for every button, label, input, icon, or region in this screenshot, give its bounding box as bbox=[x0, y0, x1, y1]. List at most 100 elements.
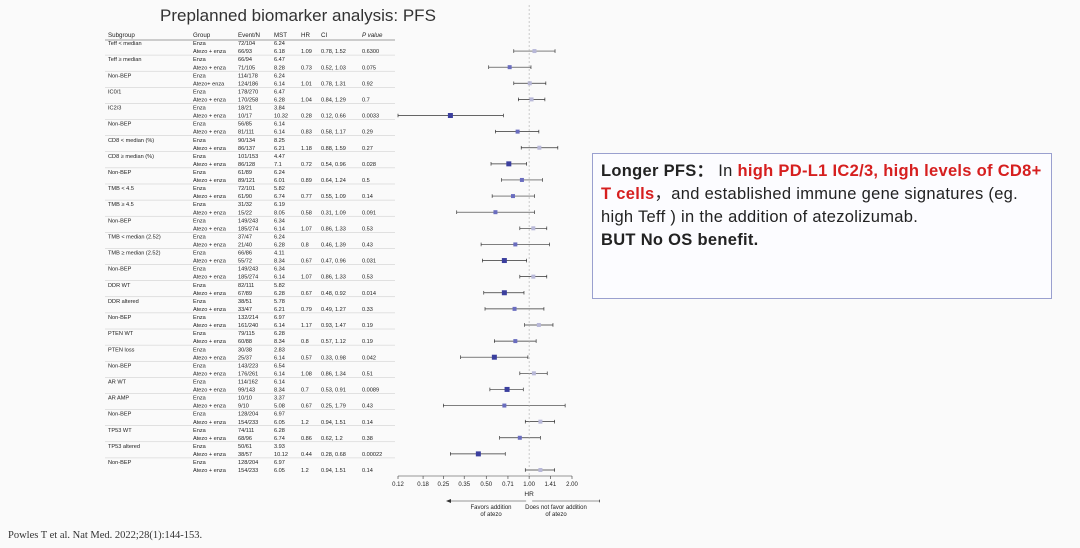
row-subgroup: Non-BEP bbox=[108, 363, 132, 369]
row-subgroup: Non-BEP bbox=[108, 267, 132, 273]
row-hr: 1.09 bbox=[301, 49, 312, 55]
row-events: 21/40 bbox=[238, 243, 252, 249]
hr-point bbox=[537, 145, 542, 150]
row-mst: 4.47 bbox=[274, 154, 285, 160]
row-p: 0.29 bbox=[362, 130, 373, 136]
column-header: HR bbox=[301, 32, 310, 39]
row-group: Enza bbox=[193, 41, 207, 47]
row-events: 9/10 bbox=[238, 404, 249, 410]
row-events: 82/111 bbox=[238, 283, 254, 289]
row-mst: 4.11 bbox=[274, 251, 284, 257]
row-p: 0.0089 bbox=[362, 388, 379, 394]
favor-right-arrowhead bbox=[599, 499, 600, 503]
row-group: Enza bbox=[193, 186, 207, 192]
row-group: Atezo + enza bbox=[193, 388, 227, 394]
row-hr: 0.67 bbox=[301, 291, 312, 297]
row-events: 154/233 bbox=[238, 468, 258, 474]
row-group: Atezo + enza bbox=[193, 210, 227, 216]
row-hr: 0.89 bbox=[301, 178, 312, 184]
row-events: 37/47 bbox=[238, 234, 252, 240]
row-p: 0.53 bbox=[362, 226, 373, 232]
row-mst: 6.14 bbox=[274, 323, 285, 329]
row-hr: 0.77 bbox=[301, 194, 312, 200]
row-group: Enza bbox=[193, 170, 207, 176]
row-events: 66/93 bbox=[238, 49, 252, 55]
column-header: Event/N bbox=[238, 32, 260, 39]
row-ci: 0.57, 1.12 bbox=[321, 339, 346, 345]
row-p: 0.53 bbox=[362, 275, 373, 281]
row-mst: 6.19 bbox=[274, 202, 285, 208]
hr-point bbox=[536, 322, 541, 327]
row-ci: 0.86, 1.34 bbox=[321, 371, 346, 377]
row-mst: 6.34 bbox=[274, 267, 285, 273]
row-mst: 10.12 bbox=[274, 452, 288, 458]
callout-text-1: In bbox=[713, 162, 738, 180]
column-header: Group bbox=[193, 32, 211, 39]
row-subgroup: Non-BEP bbox=[108, 170, 132, 176]
x-tick-label: 1.00 bbox=[523, 482, 535, 488]
row-hr: 1.01 bbox=[301, 81, 312, 87]
row-group: Enza bbox=[193, 106, 207, 112]
row-events: 128/204 bbox=[238, 460, 258, 466]
hr-point bbox=[510, 194, 515, 199]
row-mst: 8.05 bbox=[274, 210, 285, 216]
row-events: 33/47 bbox=[238, 307, 252, 313]
row-hr: 0.8 bbox=[301, 243, 309, 249]
row-group: Atezo + enza bbox=[193, 243, 227, 249]
row-group: Atezo + enza bbox=[193, 65, 227, 71]
row-subgroup: Teff ≥ median bbox=[108, 57, 141, 63]
row-events: 128/204 bbox=[238, 412, 258, 418]
row-ci: 0.64, 1.24 bbox=[321, 178, 346, 184]
row-hr: 1.17 bbox=[301, 323, 312, 329]
row-events: 81/111 bbox=[238, 130, 254, 136]
row-mst: 5.08 bbox=[274, 404, 285, 410]
row-group: Atezo + enza bbox=[193, 420, 227, 426]
column-header: CI bbox=[321, 32, 327, 39]
row-mst: 6.54 bbox=[274, 363, 285, 369]
row-mst: 8.34 bbox=[274, 388, 285, 394]
row-events: 90/134 bbox=[238, 138, 255, 144]
row-group: Atezo + enza bbox=[193, 436, 227, 442]
row-mst: 8.34 bbox=[274, 259, 285, 265]
row-p: 0.028 bbox=[362, 162, 376, 168]
row-ci: 0.58, 1.17 bbox=[321, 130, 346, 136]
row-events: 56/85 bbox=[238, 122, 252, 128]
row-group: Enza bbox=[193, 89, 207, 95]
row-subgroup: TMB ≥ 4.5 bbox=[108, 202, 134, 208]
row-subgroup: TMB ≥ median (2.52) bbox=[108, 251, 161, 257]
row-mst: 8.34 bbox=[274, 339, 285, 345]
row-group: Atezo + enza bbox=[193, 355, 227, 361]
row-events: 143/223 bbox=[238, 363, 258, 369]
row-events: 50/61 bbox=[238, 444, 252, 450]
row-mst: 6.14 bbox=[274, 122, 285, 128]
row-events: 10/10 bbox=[238, 396, 252, 402]
row-subgroup: TP53 WT bbox=[108, 428, 132, 434]
row-hr: 0.79 bbox=[301, 307, 312, 313]
row-events: 149/243 bbox=[238, 218, 258, 224]
row-group: Enza bbox=[193, 154, 207, 160]
row-events: 149/243 bbox=[238, 267, 258, 273]
row-events: 30/38 bbox=[238, 347, 252, 353]
row-ci: 0.46, 1.39 bbox=[321, 243, 346, 249]
row-mst: 6.14 bbox=[274, 130, 285, 136]
row-mst: 6.28 bbox=[274, 331, 285, 337]
row-group: Atezo + enza bbox=[193, 226, 227, 232]
row-group: Enza bbox=[193, 331, 207, 337]
hr-point bbox=[501, 290, 507, 296]
x-tick-label: 1.41 bbox=[545, 482, 557, 488]
hr-point bbox=[538, 468, 543, 472]
row-group: Atezo + enza bbox=[193, 178, 227, 184]
forest-plot: Subgroup Group Event/N MST HR CI P value Teff <… bbox=[105, 5, 600, 518]
row-events: 185/274 bbox=[238, 226, 258, 232]
row-events: 68/96 bbox=[238, 436, 252, 442]
row-mst: 6.24 bbox=[274, 170, 285, 176]
row-events: 86/137 bbox=[238, 146, 255, 152]
row-ci: 0.54, 0.96 bbox=[321, 162, 346, 168]
row-ci: 0.78, 1.31 bbox=[321, 81, 346, 87]
hr-point bbox=[447, 113, 453, 119]
favor-left-label-line1: Favors addition bbox=[470, 505, 511, 511]
row-p: 0.19 bbox=[362, 339, 373, 345]
row-ci: 0.12, 0.66 bbox=[321, 114, 346, 120]
row-group: Atezo + enza bbox=[193, 291, 227, 297]
row-mst: 6.21 bbox=[274, 146, 285, 152]
